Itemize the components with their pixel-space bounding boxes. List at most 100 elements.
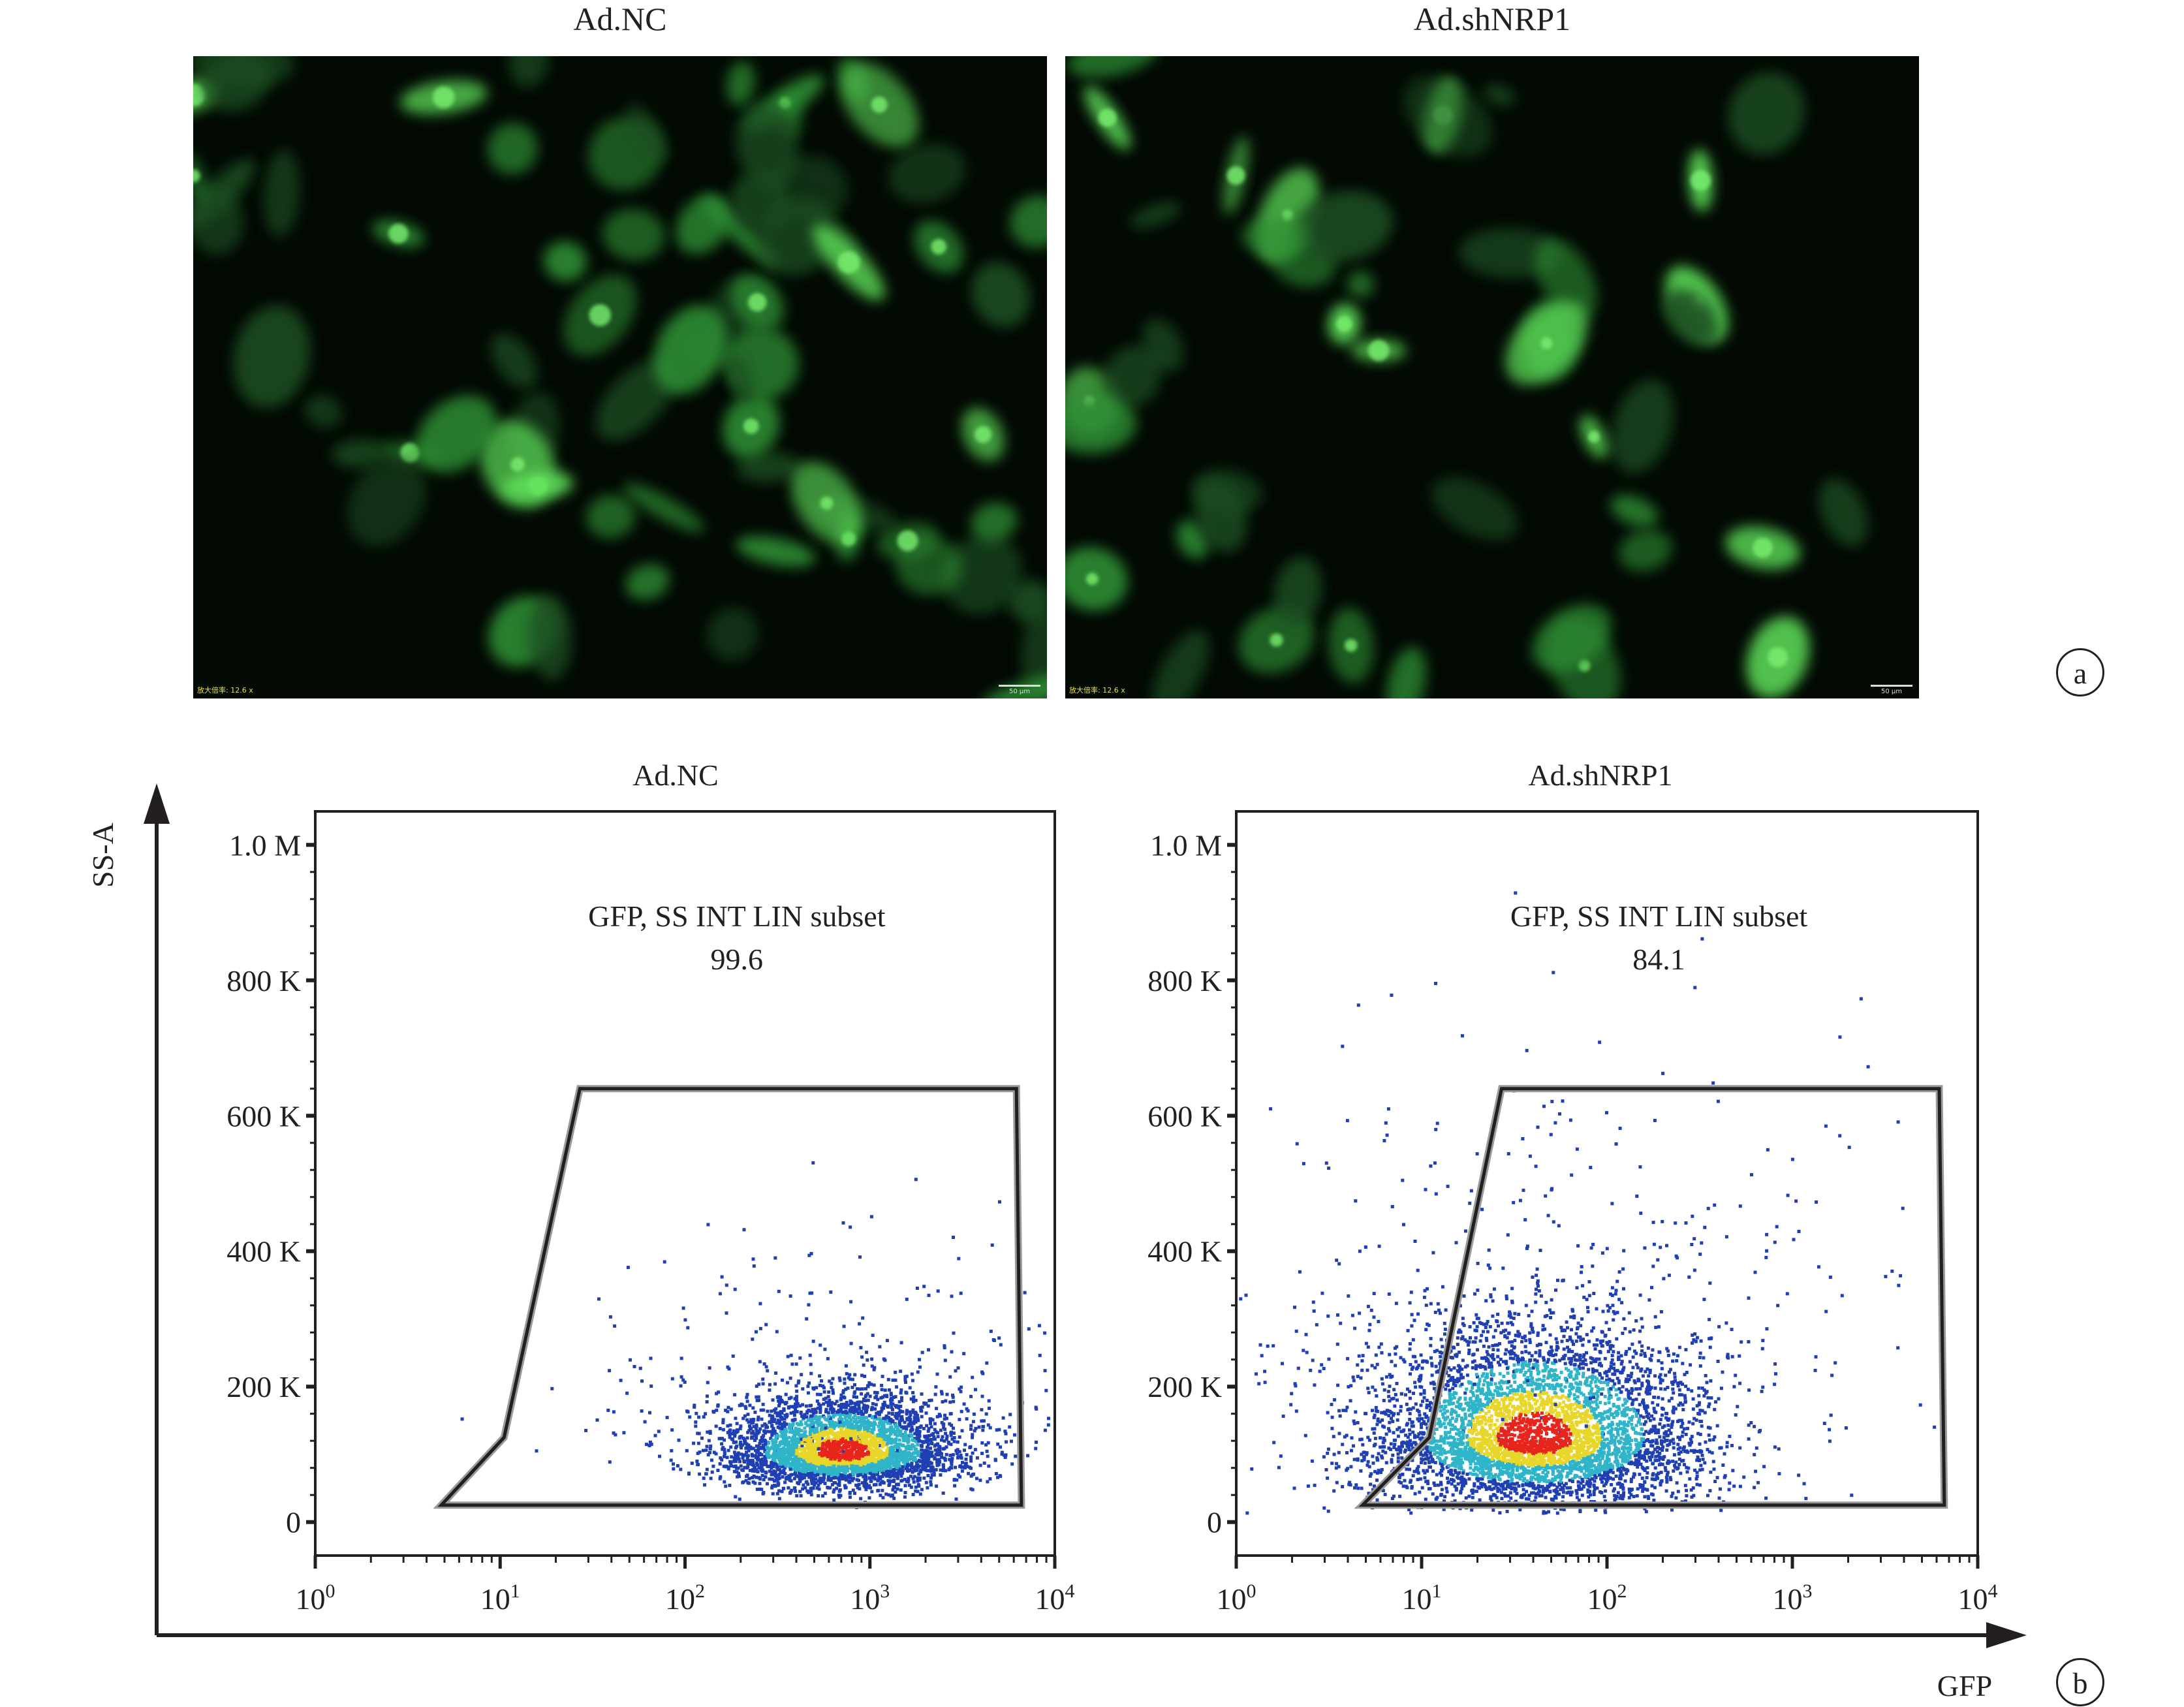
event-point bbox=[913, 1452, 916, 1455]
event-point bbox=[845, 1486, 848, 1489]
event-point bbox=[731, 1438, 734, 1441]
event-point bbox=[939, 1469, 943, 1472]
event-point bbox=[824, 1447, 828, 1450]
event-point bbox=[931, 1432, 935, 1435]
event-point bbox=[917, 1484, 920, 1488]
event-point bbox=[897, 1471, 900, 1474]
event-point bbox=[830, 1456, 833, 1460]
event-point bbox=[774, 1407, 777, 1411]
event-point bbox=[835, 1443, 839, 1447]
event-point bbox=[796, 1433, 800, 1436]
event-point bbox=[461, 1417, 464, 1420]
event-point bbox=[900, 1425, 903, 1428]
event-point bbox=[794, 1437, 798, 1441]
event-point bbox=[785, 1455, 788, 1458]
event-point bbox=[725, 1311, 728, 1315]
event-point bbox=[1008, 1413, 1012, 1416]
event-point bbox=[751, 1338, 754, 1341]
event-point bbox=[889, 1398, 892, 1402]
event-point bbox=[925, 1411, 928, 1415]
event-point bbox=[896, 1458, 899, 1462]
event-point bbox=[734, 1417, 737, 1420]
event-point bbox=[810, 1449, 813, 1452]
gate-outline[interactable] bbox=[441, 1089, 1022, 1505]
event-point bbox=[711, 1471, 714, 1474]
event-point bbox=[1642, 1416, 1646, 1419]
event-point bbox=[803, 1430, 807, 1433]
event-point bbox=[787, 1486, 790, 1490]
event-point bbox=[899, 1467, 903, 1471]
event-point bbox=[904, 1491, 907, 1494]
event-point bbox=[898, 1439, 901, 1442]
event-point bbox=[772, 1398, 775, 1402]
event-point bbox=[1706, 1381, 1709, 1384]
event-point bbox=[838, 1458, 841, 1461]
event-point bbox=[640, 1409, 644, 1413]
event-point bbox=[930, 1441, 933, 1445]
event-point bbox=[857, 1404, 860, 1407]
event-point bbox=[892, 1379, 895, 1382]
event-point bbox=[870, 1490, 873, 1494]
event-point bbox=[728, 1484, 731, 1487]
event-point bbox=[844, 1454, 847, 1457]
event-point bbox=[944, 1459, 947, 1462]
event-point bbox=[943, 1428, 946, 1431]
event-point bbox=[1523, 1381, 1526, 1384]
event-point bbox=[745, 1450, 748, 1454]
event-point bbox=[903, 1496, 907, 1499]
event-point bbox=[871, 1443, 874, 1447]
event-point bbox=[654, 1434, 657, 1437]
event-point bbox=[843, 1477, 846, 1480]
event-point bbox=[728, 1368, 731, 1371]
event-point bbox=[911, 1391, 914, 1394]
event-point bbox=[850, 1342, 853, 1345]
event-point bbox=[619, 1379, 623, 1382]
event-point bbox=[838, 1435, 841, 1439]
event-point bbox=[822, 1402, 825, 1405]
event-point bbox=[972, 1473, 975, 1476]
event-point bbox=[1484, 1326, 1488, 1329]
event-point bbox=[903, 1420, 907, 1424]
event-point bbox=[867, 1399, 870, 1402]
event-point bbox=[1369, 1482, 1372, 1486]
event-point bbox=[904, 1391, 907, 1394]
event-point bbox=[550, 1387, 554, 1390]
event-point bbox=[743, 1438, 746, 1441]
event-point bbox=[858, 1255, 862, 1259]
event-point bbox=[978, 1479, 982, 1482]
event-point bbox=[929, 1483, 933, 1486]
event-point bbox=[1341, 1044, 1344, 1048]
event-point bbox=[967, 1472, 970, 1475]
event-point bbox=[774, 1371, 777, 1375]
event-point bbox=[1370, 1309, 1373, 1312]
event-point bbox=[920, 1408, 923, 1411]
event-point bbox=[1506, 1480, 1510, 1483]
event-point bbox=[875, 1403, 878, 1406]
event-point bbox=[756, 1399, 759, 1402]
event-point bbox=[827, 1390, 830, 1394]
event-point bbox=[1003, 1430, 1006, 1433]
event-point bbox=[828, 1379, 831, 1383]
event-point bbox=[645, 1443, 648, 1446]
event-point bbox=[818, 1444, 821, 1447]
event-point bbox=[886, 1456, 889, 1460]
event-point bbox=[919, 1470, 922, 1473]
event-point bbox=[860, 1460, 863, 1464]
event-point bbox=[914, 1417, 917, 1420]
event-point bbox=[1044, 1389, 1048, 1392]
event-point bbox=[1038, 1324, 1041, 1327]
event-point bbox=[734, 1453, 737, 1456]
event-point bbox=[853, 1492, 856, 1495]
event-point bbox=[1409, 1347, 1412, 1351]
event-point bbox=[671, 1377, 674, 1381]
event-point bbox=[927, 1348, 930, 1351]
event-point bbox=[866, 1429, 869, 1432]
event-point bbox=[809, 1439, 813, 1443]
event-point bbox=[740, 1447, 743, 1450]
event-point bbox=[983, 1462, 986, 1465]
event-point bbox=[787, 1406, 790, 1409]
event-point bbox=[710, 1477, 713, 1480]
x-tick-label: 102 bbox=[665, 1580, 705, 1616]
event-point bbox=[849, 1437, 852, 1441]
event-point bbox=[873, 1366, 876, 1370]
